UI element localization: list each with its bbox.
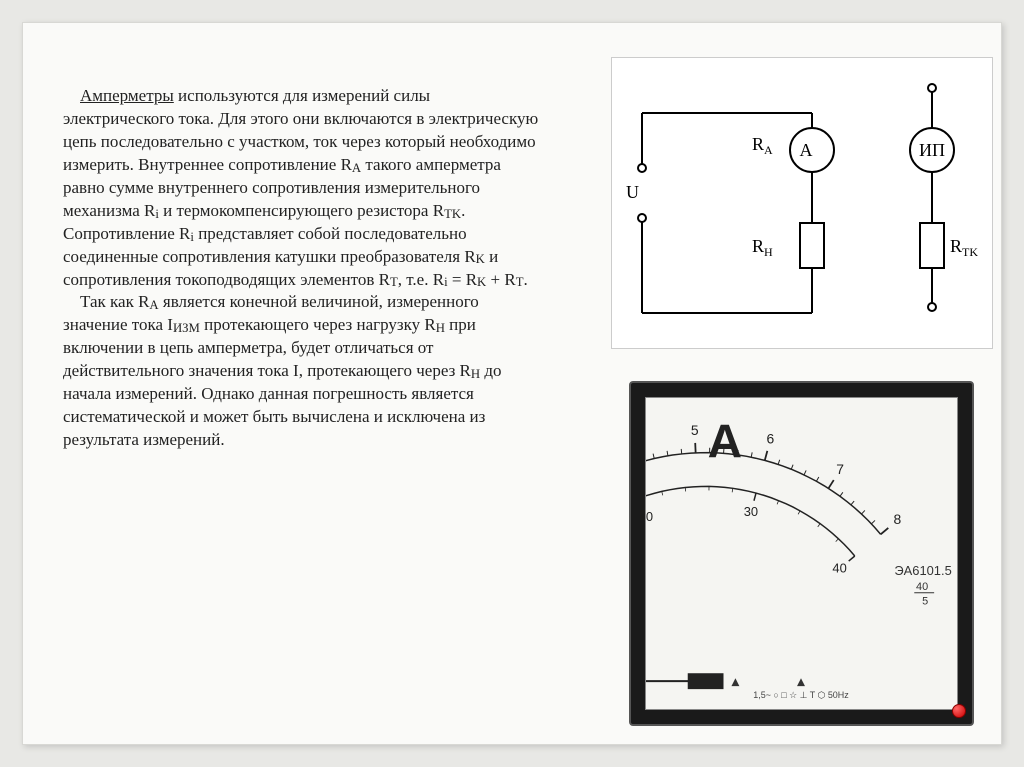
sub-H1: H — [436, 321, 445, 335]
sub-T2: T — [516, 275, 524, 289]
circuit-svg: U RA A RH ИП RTK — [612, 58, 992, 348]
slide-card: Амперметры используются для измерений си… — [22, 22, 1002, 745]
meter-red-button — [952, 704, 966, 718]
svg-text:7: 7 — [836, 461, 844, 477]
sub-i3: i — [444, 275, 448, 289]
body-text: Амперметры используются для измерений си… — [63, 85, 543, 452]
title-word: Амперметры — [80, 86, 174, 105]
p1j: . — [524, 270, 528, 289]
svg-text:6: 6 — [767, 430, 775, 446]
sub-IZM: ИЗМ — [173, 321, 200, 335]
p1i: + R — [486, 270, 515, 289]
svg-text:30: 30 — [744, 504, 758, 519]
p1c: и термокомпенсирующего резистора R — [159, 201, 444, 220]
p1h: = R — [448, 270, 477, 289]
circuit-IP-label: ИП — [919, 140, 945, 160]
sub-H2: H — [471, 367, 480, 381]
circuit-diagram: U RA A RH ИП RTK — [611, 57, 993, 349]
sub-K2: K — [477, 275, 486, 289]
p2c: протекающего через нагрузку R — [200, 315, 436, 334]
svg-text:8: 8 — [894, 511, 902, 527]
meter-svg: 012345678010203040 A ЭА6101.5 40 5 1,5~ … — [646, 398, 957, 709]
sub-i1: i — [155, 207, 159, 221]
meter-face: 012345678010203040 A ЭА6101.5 40 5 1,5~ … — [645, 397, 958, 710]
circuit-U-label: U — [626, 182, 639, 202]
analog-meter: 012345678010203040 A ЭА6101.5 40 5 1,5~ … — [629, 381, 974, 726]
circuit-A-label: A — [800, 140, 813, 160]
sub-K: K — [476, 252, 485, 266]
circuit-RTK-label: RTK — [950, 236, 978, 259]
circuit-RA-label: RA — [752, 134, 773, 157]
svg-text:5: 5 — [691, 422, 699, 438]
meter-rating-bot: 5 — [922, 596, 928, 608]
svg-text:40: 40 — [832, 561, 846, 576]
p1g: , т.е. R — [398, 270, 444, 289]
sub-i2: i — [190, 230, 194, 244]
sub-T: T — [390, 275, 398, 289]
meter-letter: A — [708, 416, 742, 469]
circuit-RH-label: RH — [752, 236, 773, 259]
meter-model: ЭА6101.5 — [894, 563, 951, 578]
sub-A2: A — [149, 298, 158, 312]
meter-rating-top: 40 — [916, 581, 928, 593]
sub-A1: A — [352, 161, 361, 175]
svg-text:20: 20 — [646, 509, 653, 524]
sub-TK: TK — [444, 207, 461, 221]
meter-bottom-text: 1,5~ ○ □ ☆ ⊥ T ⬡ 50Hz — [753, 690, 849, 700]
p2a: Так как R — [80, 292, 149, 311]
